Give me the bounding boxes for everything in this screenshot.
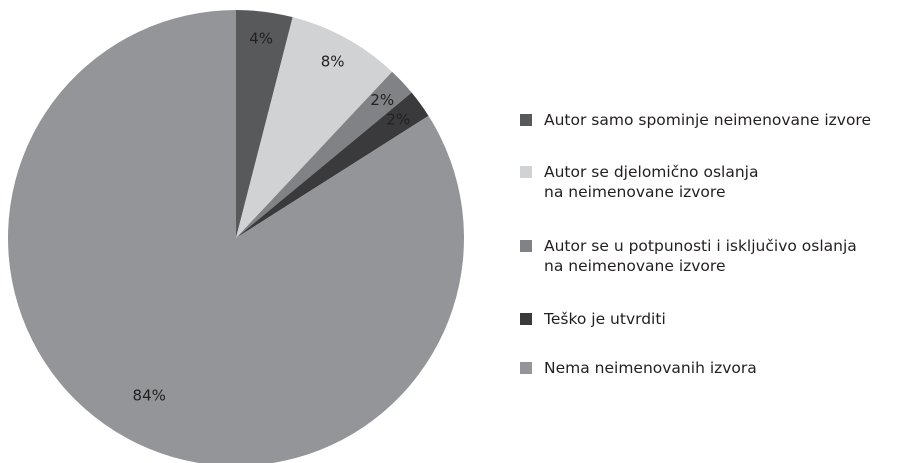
pie-area: 4% 8% 2% 2% 84% — [8, 10, 464, 463]
legend-label: Autor se djelomično oslanja na neimenova… — [544, 163, 759, 201]
legend: Autor samo spominje neimenovane izvore Au… — [520, 0, 910, 463]
legend-item: Teško je utvrditi — [520, 309, 666, 329]
pie-slice — [236, 17, 393, 238]
data-label: 4% — [249, 29, 273, 47]
legend-item: Autor samo spominje neimenovane izvore — [520, 110, 871, 130]
pie-slice — [8, 10, 464, 463]
legend-swatch — [520, 362, 532, 374]
pie-slice — [236, 71, 412, 238]
legend-label: Autor se u potpunosti i isključivo oslan… — [544, 237, 857, 275]
legend-item: Autor se djelomično oslanja na neimenova… — [520, 162, 758, 202]
legend-label: Teško je utvrditi — [544, 310, 666, 328]
data-label: 2% — [370, 91, 394, 109]
legend-swatch — [520, 240, 532, 252]
legend-item: Autor se u potpunosti i isključivo oslan… — [520, 236, 857, 276]
legend-item: Nema neimenovanih izvora — [520, 358, 757, 378]
data-label: 8% — [321, 53, 345, 71]
legend-swatch — [520, 114, 532, 126]
data-label: 2% — [386, 111, 410, 129]
legend-label: Nema neimenovanih izvora — [544, 359, 757, 377]
data-label: 84% — [133, 386, 166, 404]
legend-swatch — [520, 166, 532, 178]
legend-swatch — [520, 313, 532, 325]
pie-slice — [236, 92, 429, 238]
legend-label: Autor samo spominje neimenovane izvore — [544, 111, 871, 129]
pie-slice — [236, 10, 293, 238]
